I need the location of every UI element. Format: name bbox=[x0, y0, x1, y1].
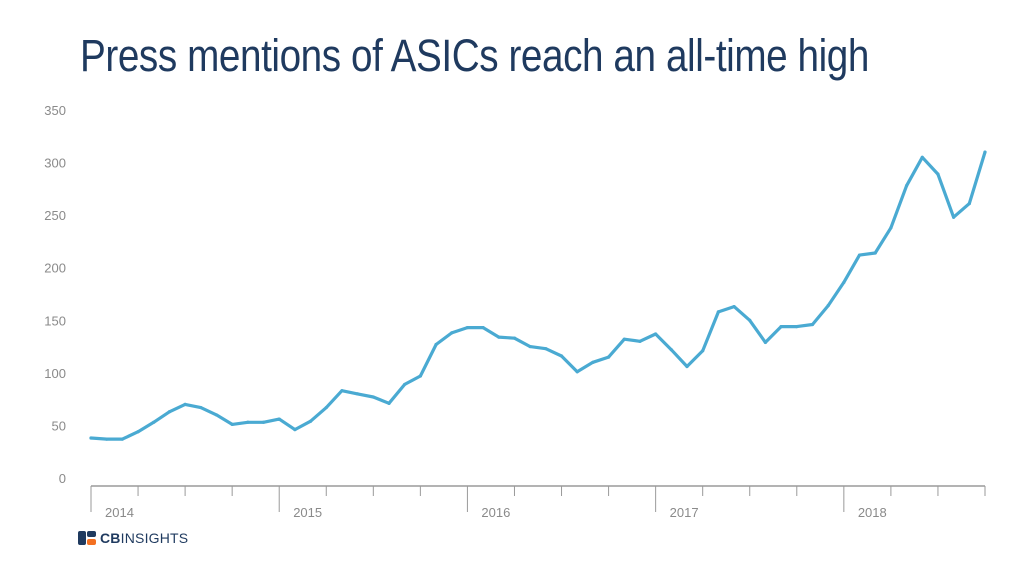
data-point bbox=[732, 305, 736, 309]
data-point bbox=[152, 420, 156, 424]
chart-title: Press mentions of ASICs reach an all-tim… bbox=[80, 30, 869, 81]
series-line bbox=[89, 150, 987, 441]
x-tick-label: 2016 bbox=[481, 505, 510, 520]
data-point bbox=[638, 339, 642, 343]
data-point bbox=[622, 337, 626, 341]
data-point bbox=[591, 360, 595, 364]
data-point bbox=[544, 347, 548, 351]
series-group bbox=[89, 150, 987, 441]
data-point bbox=[497, 335, 501, 339]
data-point bbox=[371, 395, 375, 399]
cb-insights-logo: CBINSIGHTS bbox=[78, 530, 188, 546]
y-tick-label: 150 bbox=[44, 313, 66, 328]
y-axis: 0 50 100 150 200 250 300 350 bbox=[44, 103, 66, 486]
x-tick-label: 2018 bbox=[858, 505, 887, 520]
brand-light: INSIGHTS bbox=[120, 530, 189, 546]
data-point bbox=[120, 437, 124, 441]
data-point bbox=[450, 331, 454, 335]
brand-name: CBINSIGHTS bbox=[100, 530, 188, 546]
y-tick-label: 50 bbox=[52, 418, 66, 433]
data-point bbox=[842, 280, 846, 285]
y-tick-label: 100 bbox=[44, 366, 66, 381]
data-point bbox=[669, 348, 673, 352]
data-point bbox=[795, 324, 799, 329]
data-point bbox=[167, 410, 172, 414]
data-point bbox=[183, 402, 187, 406]
data-point bbox=[606, 355, 611, 359]
data-point bbox=[920, 155, 924, 159]
data-point bbox=[105, 437, 109, 441]
data-point bbox=[528, 344, 532, 349]
data-point bbox=[261, 420, 266, 424]
data-point bbox=[277, 417, 281, 421]
data-point bbox=[701, 349, 705, 353]
data-point bbox=[748, 318, 752, 322]
x-tick-label: 2014 bbox=[105, 505, 134, 520]
data-point bbox=[89, 436, 93, 440]
data-point bbox=[403, 382, 407, 387]
y-tick-label: 300 bbox=[44, 156, 66, 171]
x-tick-label: 2015 bbox=[293, 505, 322, 520]
x-axis: 2014 2015 2016 2017 2018 bbox=[90, 485, 986, 520]
data-point bbox=[293, 428, 297, 432]
data-point bbox=[340, 389, 344, 393]
brand-bold: CB bbox=[100, 530, 121, 546]
data-point bbox=[857, 253, 862, 257]
cb-logo-mark-icon bbox=[78, 531, 96, 545]
data-point bbox=[199, 405, 203, 410]
data-point bbox=[904, 184, 909, 188]
data-point bbox=[481, 326, 485, 330]
y-tick-label: 250 bbox=[44, 208, 66, 223]
data-point bbox=[324, 405, 328, 410]
data-point bbox=[308, 419, 313, 423]
data-point bbox=[575, 370, 579, 374]
data-point bbox=[983, 150, 987, 154]
data-point bbox=[952, 215, 956, 219]
x-tick-label: 2017 bbox=[670, 505, 699, 520]
data-point bbox=[967, 201, 971, 206]
data-point bbox=[810, 322, 815, 327]
data-point bbox=[936, 172, 940, 176]
data-point bbox=[716, 310, 720, 314]
data-point bbox=[246, 420, 250, 424]
data-point bbox=[465, 326, 470, 330]
data-point bbox=[559, 354, 564, 358]
data-point bbox=[826, 303, 830, 308]
y-tick-label: 0 bbox=[59, 471, 66, 486]
data-point bbox=[512, 336, 517, 340]
data-point bbox=[685, 364, 689, 369]
data-point bbox=[434, 342, 438, 347]
y-tick-label: 200 bbox=[44, 261, 66, 276]
data-point bbox=[873, 251, 877, 255]
data-point bbox=[136, 430, 140, 434]
y-tick-label: 350 bbox=[44, 103, 66, 118]
data-point bbox=[230, 422, 234, 426]
data-point bbox=[418, 374, 422, 378]
data-point bbox=[763, 340, 768, 344]
data-point bbox=[654, 332, 658, 336]
data-point bbox=[214, 413, 219, 417]
data-point bbox=[387, 401, 391, 405]
data-point bbox=[356, 392, 360, 396]
data-point bbox=[889, 226, 893, 230]
data-point bbox=[779, 324, 783, 329]
